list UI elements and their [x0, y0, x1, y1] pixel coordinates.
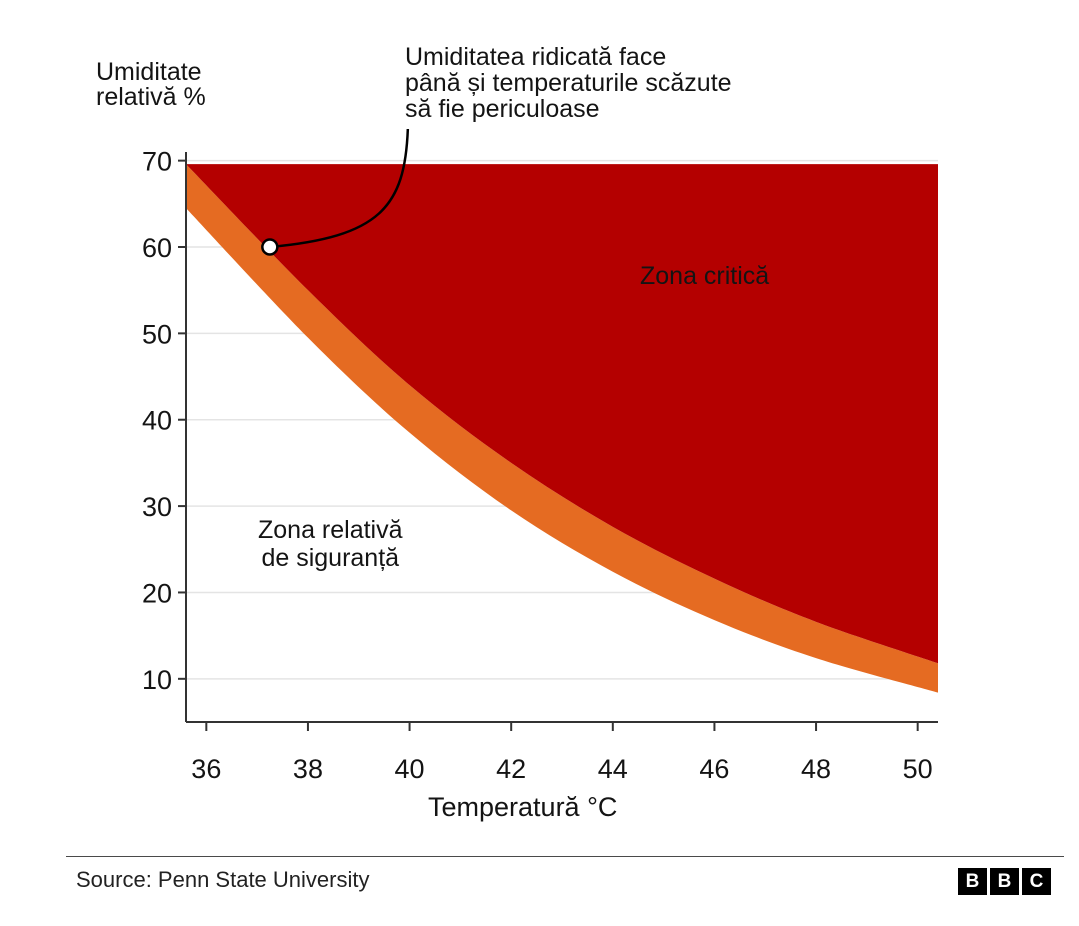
y-tick-label-40: 40 [142, 406, 172, 436]
safe-zone-line-2: de siguranță [261, 544, 400, 572]
callout-group [261, 128, 410, 256]
x-tick-label-48: 48 [801, 754, 831, 784]
callout-line-3: să fie periculoase [405, 95, 600, 123]
callout-line-2: până și temperaturile scăzute [405, 69, 732, 97]
callout-leader-line [269, 128, 410, 249]
y-tick-label-30: 30 [142, 492, 172, 522]
safe-zone-line-1: Zona relativă [258, 516, 403, 544]
callout-text: Umiditatea ridicată face până și tempera… [405, 44, 732, 122]
x-axis-title: Temperatură °C [428, 792, 618, 822]
x-tick-label-38: 38 [293, 754, 323, 784]
y-tick-label-70: 70 [142, 147, 172, 177]
x-tick-label-44: 44 [598, 754, 628, 784]
source-credit: Source: Penn State University [76, 867, 370, 892]
y-tick-label-60: 60 [142, 233, 172, 263]
bbc-logo: B B C [958, 868, 1051, 895]
y-axis-title: Umiditate relativă % [96, 60, 206, 110]
y-tick-label-50: 50 [142, 319, 172, 349]
safe-zone-label: Zona relativă de siguranță [258, 516, 403, 572]
x-tick-label-36: 36 [191, 754, 221, 784]
footer-divider [66, 856, 1064, 857]
critical-zone-area [186, 164, 938, 664]
x-tick-label-42: 42 [496, 754, 526, 784]
logo-letter-c: C [1022, 868, 1051, 895]
critical-zone-label: Zona critică [640, 262, 770, 290]
caution-band-area [186, 164, 938, 693]
callout-line-1: Umiditatea ridicată face [405, 43, 667, 71]
x-tick-label-40: 40 [395, 754, 425, 784]
axis-ticks: 10 20 30 40 50 60 70 36 38 40 42 44 46 48 50 [142, 147, 933, 784]
logo-letter-b1: B [958, 868, 987, 895]
x-tick-label-50: 50 [903, 754, 933, 784]
y-tick-label-20: 20 [142, 578, 172, 608]
x-tick-label-46: 46 [699, 754, 729, 784]
y-axis-title-line-2: relativă % [96, 83, 206, 111]
y-axis-title-line-1: Umiditate [96, 58, 202, 86]
logo-letter-b2: B [990, 868, 1019, 895]
y-tick-label-10: 10 [142, 665, 172, 695]
callout-point-marker [261, 238, 279, 256]
